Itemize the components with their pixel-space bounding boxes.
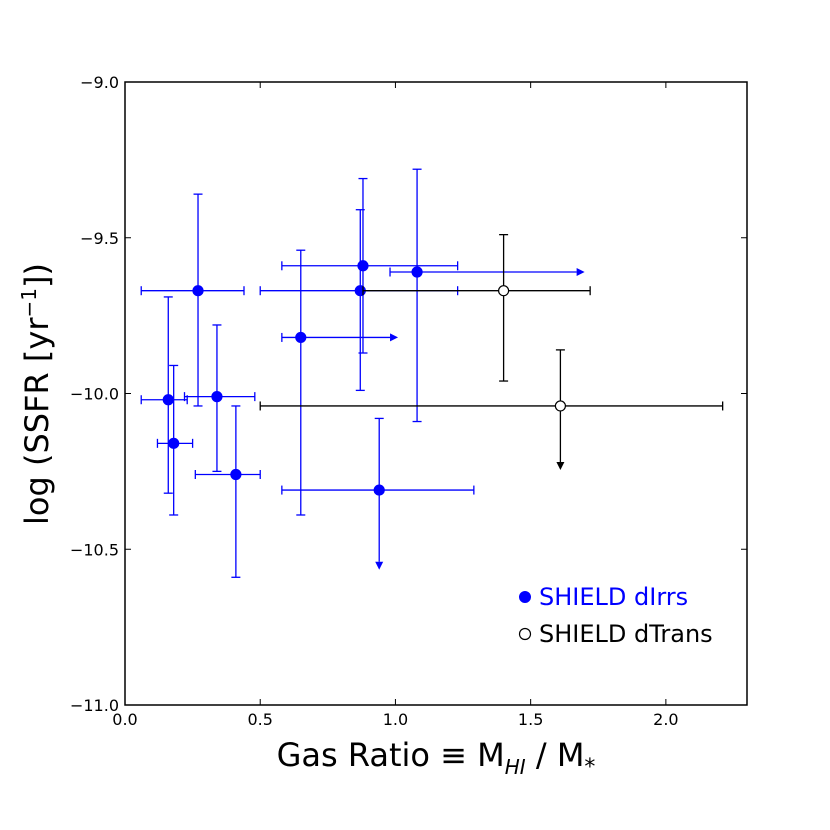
y-axis-title-end: ]) xyxy=(18,263,56,288)
y-tick-label: −9.0 xyxy=(80,73,119,92)
legend-marker-dtrans xyxy=(518,627,532,641)
y-tick-label: −10.5 xyxy=(70,540,119,559)
upper-limit-arrow-right xyxy=(576,268,585,277)
x-axis-title-sub-hi: HI xyxy=(505,755,526,779)
y-axis-title-sup: −1 xyxy=(17,288,41,317)
limit-arrow-down xyxy=(375,561,384,570)
data-point-group xyxy=(281,249,399,516)
data-marks xyxy=(140,168,724,578)
x-tick-label: 1.5 xyxy=(518,710,543,729)
data-point xyxy=(162,394,174,406)
y-tick-label: −10.0 xyxy=(70,385,119,404)
data-point xyxy=(373,484,385,496)
data-point xyxy=(357,260,369,272)
upper-limit-arrow-right xyxy=(390,333,399,342)
y-tick-label: −9.5 xyxy=(80,229,119,248)
data-point-group xyxy=(140,193,245,407)
data-point-group xyxy=(281,177,459,354)
data-point-group xyxy=(362,233,591,382)
data-point xyxy=(411,266,423,278)
series-dtrans xyxy=(259,233,724,471)
legend-label-dirrs: SHIELD dIrrs xyxy=(539,583,688,611)
data-point xyxy=(498,285,510,297)
x-tick-label: 0.0 xyxy=(112,710,137,729)
x-axis-title-mid: / M xyxy=(526,736,585,774)
legend: SHIELD dIrrs SHIELD dTrans xyxy=(518,583,713,648)
y-axis-title: log (SSFR [yr−1]) xyxy=(17,263,56,525)
x-axis-title: Gas Ratio ≡ MHI / M* xyxy=(277,736,596,780)
x-tick-label: 2.0 xyxy=(653,710,678,729)
data-point xyxy=(168,437,180,449)
data-point xyxy=(192,285,204,297)
plot-area xyxy=(124,81,748,706)
data-point xyxy=(295,331,307,344)
x-tick-label: 1.0 xyxy=(383,710,408,729)
data-point xyxy=(230,468,242,481)
data-point xyxy=(554,400,567,412)
x-axis-title-sub-star: * xyxy=(584,755,595,780)
data-point-group xyxy=(281,417,475,570)
data-point-group xyxy=(183,324,256,473)
y-tick-label: −11.0 xyxy=(70,696,119,715)
data-point xyxy=(211,391,223,403)
axis-ticks: 0.0 0.5 1.0 1.5 2.0 −9.0 −9.5 −10.0 −10.5 −11.0 xyxy=(70,73,747,729)
series-dirrs xyxy=(140,168,585,578)
legend-label-dtrans: SHIELD dTrans xyxy=(539,620,713,648)
limit-arrow-down xyxy=(556,462,565,471)
data-point-group xyxy=(156,364,194,516)
legend-marker-dirrs xyxy=(519,591,531,603)
x-tick-label: 0.5 xyxy=(247,710,272,729)
data-point-group xyxy=(194,405,261,578)
data-point-group xyxy=(259,349,724,471)
data-point-group xyxy=(389,168,585,423)
